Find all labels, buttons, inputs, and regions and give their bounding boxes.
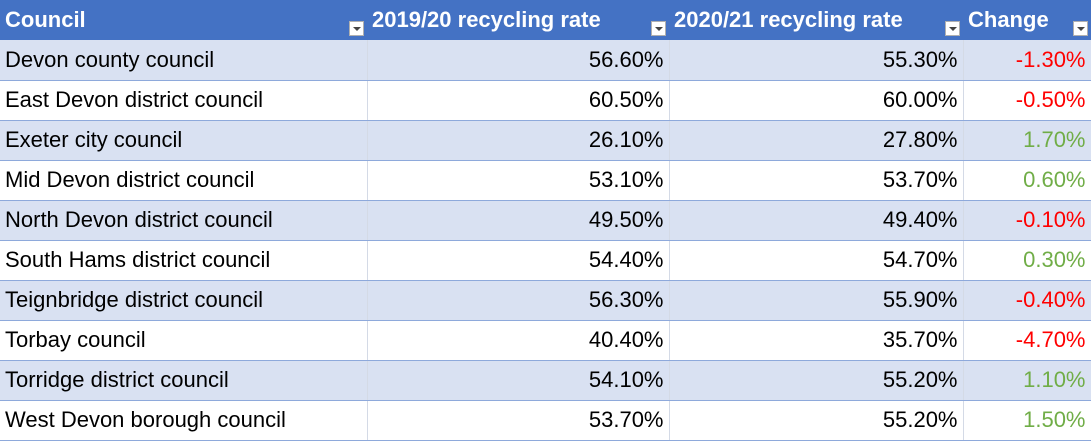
table-row: North Devon district council 49.50% 49.40%… — [0, 200, 1091, 241]
filter-button[interactable] — [651, 21, 666, 36]
value-cell: 53.70% — [367, 400, 670, 441]
value-cell: 56.60% — [367, 40, 670, 81]
table-row: Torbay council 40.40% 35.70% -4.70% — [0, 320, 1091, 361]
header-text: 2019/20 recycling rate — [372, 7, 601, 32]
value-cell: 55.30% — [669, 40, 964, 81]
value-cell: 55.20% — [669, 360, 964, 401]
value-cell: 56.30% — [367, 280, 670, 321]
header-row: Council 2019/20 recycling rate 2020/21 rec… — [0, 0, 1091, 40]
table-row: Devon county council 56.60% 55.30% -1.30% — [0, 40, 1091, 81]
value-cell: 1.70% — [963, 120, 1091, 161]
value-cell: 1.10% — [963, 360, 1091, 401]
column-header: Council — [0, 0, 367, 40]
value-cell: 60.00% — [669, 80, 964, 121]
value-cell: 49.40% — [669, 200, 964, 241]
table-row: Exeter city council 26.10% 27.80% 1.70% — [0, 120, 1091, 161]
value-cell: 1.50% — [963, 400, 1091, 441]
column-header: 2019/20 recycling rate — [367, 0, 669, 40]
header-text: 2020/21 recycling rate — [674, 7, 903, 32]
council-cell: West Devon borough council — [0, 400, 368, 441]
council-cell: Torridge district council — [0, 360, 368, 401]
council-cell: North Devon district council — [0, 200, 368, 241]
value-cell: 0.60% — [963, 160, 1091, 201]
council-cell: Exeter city council — [0, 120, 368, 161]
value-cell: 53.10% — [367, 160, 670, 201]
column-header: 2020/21 recycling rate — [669, 0, 963, 40]
value-cell: 60.50% — [367, 80, 670, 121]
value-cell: 26.10% — [367, 120, 670, 161]
value-cell: -0.10% — [963, 200, 1091, 241]
value-cell: 27.80% — [669, 120, 964, 161]
filter-button[interactable] — [945, 21, 960, 36]
filter-button[interactable] — [349, 21, 364, 36]
value-cell: 55.20% — [669, 400, 964, 441]
council-cell: South Hams district council — [0, 240, 368, 281]
value-cell: 54.10% — [367, 360, 670, 401]
table-row: Torridge district council 54.10% 55.20% 1.1… — [0, 360, 1091, 401]
header-text: Change — [968, 7, 1049, 32]
value-cell: 55.90% — [669, 280, 964, 321]
value-cell: 54.70% — [669, 240, 964, 281]
council-cell: East Devon district council — [0, 80, 368, 121]
value-cell: -0.50% — [963, 80, 1091, 121]
value-cell: 40.40% — [367, 320, 670, 361]
value-cell: 35.70% — [669, 320, 964, 361]
column-header: Change — [963, 0, 1091, 40]
table-row: East Devon district council 60.50% 60.00% -… — [0, 80, 1091, 121]
table-body: Devon county council 56.60% 55.30% -1.30% Ea… — [0, 40, 1091, 441]
value-cell: 54.40% — [367, 240, 670, 281]
table-row: Mid Devon district council 53.10% 53.70% 0.… — [0, 160, 1091, 201]
council-cell: Teignbridge district council — [0, 280, 368, 321]
value-cell: 0.30% — [963, 240, 1091, 281]
value-cell: -0.40% — [963, 280, 1091, 321]
council-cell: Torbay council — [0, 320, 368, 361]
value-cell: -1.30% — [963, 40, 1091, 81]
value-cell: -4.70% — [963, 320, 1091, 361]
value-cell: 53.70% — [669, 160, 964, 201]
header-text: Council — [5, 7, 86, 32]
council-cell: Mid Devon district council — [0, 160, 368, 201]
value-cell: 49.50% — [367, 200, 670, 241]
filter-button[interactable] — [1073, 21, 1088, 36]
table-row: Teignbridge district council 56.30% 55.90%… — [0, 280, 1091, 321]
table-row: South Hams district council 54.40% 54.70% 0… — [0, 240, 1091, 281]
table-row: West Devon borough council 53.70% 55.20% 1.… — [0, 400, 1091, 441]
council-cell: Devon county council — [0, 40, 368, 81]
